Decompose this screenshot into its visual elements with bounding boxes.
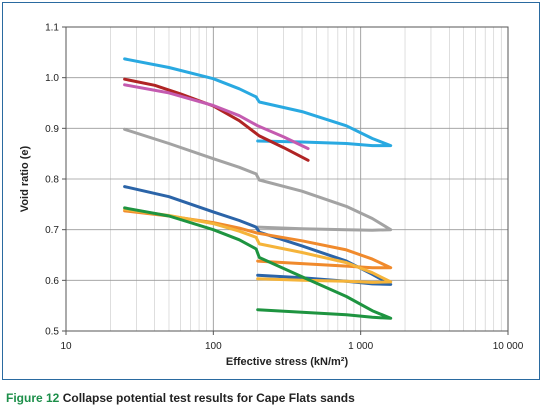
data-series (123, 57, 393, 320)
collapse-potential-chart: 10 100 1 000 10 000 0.5 0.6 0.7 0.8 0.9 1.0 1.1 Ef… (19, 23, 524, 369)
series-line-3 (123, 83, 310, 151)
y-tick-label: 0.7 (45, 225, 59, 236)
y-tick-label: 0.5 (45, 327, 59, 338)
caption-text: Collapse potential test results for Cape… (62, 391, 355, 405)
figure-number: Figure 12 (6, 391, 60, 405)
series-line-4 (123, 127, 393, 232)
y-axis-label: Void ratio (e) (19, 145, 31, 212)
series-line-8 (123, 206, 393, 320)
y-tick-label: 1.1 (45, 23, 59, 34)
x-tick-label: 10 (60, 341, 72, 352)
x-axis-label: Effective stress (kN/m²) (226, 356, 349, 368)
grid (65, 26, 508, 332)
x-tick-label: 10 000 (493, 341, 524, 352)
y-tick-label: 0.9 (45, 124, 59, 135)
series-line-1 (123, 57, 393, 148)
figure-caption: Figure 12 Collapse potential test result… (6, 391, 536, 405)
figure-frame (2, 2, 540, 380)
x-tick-label: 1 000 (348, 341, 373, 352)
y-tick-label: 1.0 (45, 73, 59, 84)
series-line-2 (123, 77, 310, 162)
y-tick-label: 0.6 (45, 276, 59, 287)
y-tick-label: 0.8 (45, 175, 59, 186)
series-line-7 (123, 207, 393, 284)
x-tick-label: 100 (205, 341, 222, 352)
axis-ticks: 10 100 1 000 10 000 0.5 0.6 0.7 0.8 0.9 1.0 1.1 (45, 23, 524, 353)
